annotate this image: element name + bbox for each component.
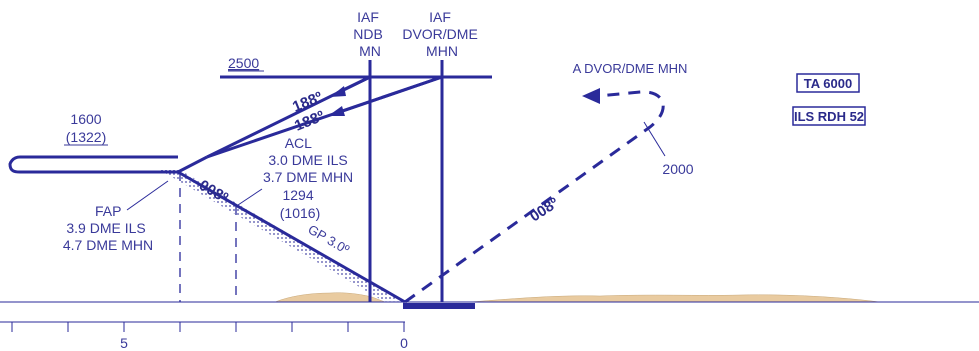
acl-line1: ACL (285, 135, 312, 151)
acl-label: ACL 3.0 DME ILS 3.7 DME MHN 1294 (1016) (263, 135, 357, 221)
missed-altitude-label: 2000 (662, 161, 693, 177)
iaf-dvor-line1: IAF (429, 9, 451, 25)
rdh-box (792, 106, 866, 126)
fap-line3: 4.7 DME MHN (63, 237, 153, 253)
iaf-dvor-line2: DVOR/DME (402, 26, 477, 42)
terrain-shading-east (469, 294, 881, 303)
inbound-track-upper (177, 155, 208, 174)
missed-approach-arrowhead (582, 88, 600, 104)
missed-approach-track (404, 90, 665, 304)
missed-fix-label: A DVOR/DME MHN (573, 61, 688, 76)
final-approach-track (177, 170, 406, 304)
rdh-box-label: ILS RDH 52 (794, 109, 864, 124)
acl-line3: 3.7 DME MHN (263, 169, 353, 185)
arrowhead-188-upper (330, 86, 346, 97)
arrow-188-lower (336, 75, 443, 115)
fap-leader (126, 180, 169, 211)
acl-line4: 1294 (282, 187, 313, 203)
fap-altitude-label: 1600 (70, 111, 101, 127)
procedure-turn-track (8, 155, 178, 174)
acl-line2: 3.0 DME ILS (268, 152, 347, 168)
fap-line2: 3.9 DME ILS (66, 220, 145, 236)
iaf-ndb-line1: IAF (357, 9, 379, 25)
course-008-missed: 008º (527, 194, 562, 225)
glideslope-band (160, 170, 405, 302)
fap-label: FAP 3.9 DME ILS 4.7 DME MHN (63, 203, 153, 253)
fap-line1: FAP (95, 203, 121, 219)
iaf-dvor-label: IAF DVOR/DME MHN (402, 9, 481, 59)
missed-altitude-leader (643, 121, 666, 157)
scale-label-5: 5 (120, 335, 128, 351)
iaf-ndb-label: IAF NDB MN (353, 9, 386, 59)
iaf-ndb-line2: NDB (353, 26, 383, 42)
arrowhead-188-lower (328, 106, 345, 116)
fap-hat-label: (1322) (66, 129, 106, 145)
distance-scale-ticks (11, 322, 405, 332)
altitude-2500-label: 2500 (228, 55, 259, 71)
acl-line5: (1016) (280, 205, 320, 221)
iaf-ndb-line3: MN (359, 43, 381, 59)
ta-box (796, 73, 860, 93)
iaf-dvor-line3: MHN (426, 43, 458, 59)
scale-label-0: 0 (400, 335, 408, 351)
ta-box-label: TA 6000 (804, 76, 852, 91)
acl-leader (237, 188, 263, 206)
